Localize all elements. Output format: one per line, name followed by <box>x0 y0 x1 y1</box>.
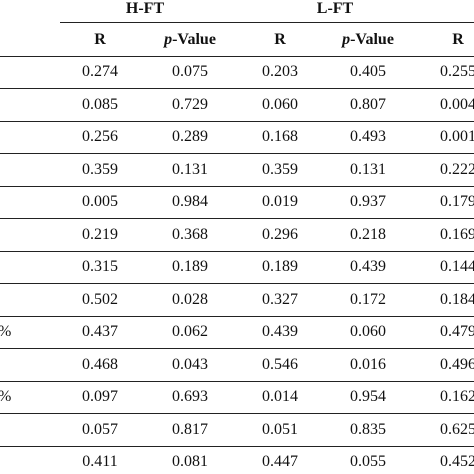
value-cell: 0.131 <box>172 160 208 178</box>
value-cell: 0.437 <box>82 323 118 340</box>
value-cell: 0.255 <box>440 63 474 80</box>
value-cell: 0.368 <box>172 225 208 243</box>
row-rule <box>0 413 474 415</box>
value-cell: 0.222 <box>440 160 474 178</box>
value-cell: 0.004 <box>440 95 474 113</box>
value-cell: 0.954 <box>350 388 386 405</box>
value-cell: 0.625 <box>440 420 474 438</box>
row-label: % <box>0 323 11 341</box>
column-header: p-Value <box>342 31 394 48</box>
value-cell: 0.296 <box>262 225 298 243</box>
row-label: % <box>0 388 11 406</box>
row-rule <box>0 153 474 155</box>
row-rule <box>0 348 474 350</box>
value-cell: 0.937 <box>350 193 386 210</box>
value-cell: 0.189 <box>262 258 298 275</box>
header-rule <box>0 56 474 57</box>
value-cell: 0.005 <box>82 193 118 210</box>
value-cell: 0.075 <box>172 63 208 80</box>
value-cell: 0.359 <box>262 160 298 178</box>
value-cell: 0.315 <box>82 258 118 275</box>
row-rule <box>0 250 474 252</box>
value-cell: 0.014 <box>262 388 298 405</box>
value-cell: 0.203 <box>262 63 298 80</box>
row-rule <box>0 380 474 382</box>
column-header: R <box>452 31 464 48</box>
value-cell: 0.274 <box>82 63 118 80</box>
value-cell: 0.081 <box>172 453 208 470</box>
value-cell: 0.817 <box>172 420 208 438</box>
value-cell: 0.479 <box>440 323 474 340</box>
value-cell: 0.468 <box>82 355 118 373</box>
value-cell: 0.447 <box>262 453 298 470</box>
value-cell: 0.085 <box>82 95 118 113</box>
group-header: H-FT <box>125 0 165 17</box>
value-cell: 0.219 <box>82 225 118 243</box>
row-rule <box>0 120 474 122</box>
value-cell: 0.179 <box>440 193 474 210</box>
value-cell: 0.256 <box>82 128 118 145</box>
group-rule <box>60 22 474 23</box>
value-cell: 0.060 <box>350 323 386 340</box>
value-cell: 0.546 <box>262 355 298 373</box>
value-cell: 0.028 <box>172 290 208 308</box>
value-cell: 0.043 <box>172 355 208 373</box>
value-cell: 0.097 <box>82 388 118 405</box>
value-cell: 0.693 <box>172 388 208 405</box>
value-cell: 0.439 <box>262 323 298 340</box>
value-cell: 0.359 <box>82 160 118 178</box>
value-cell: 0.184 <box>440 290 474 308</box>
value-cell: 0.218 <box>350 225 386 243</box>
row-rule <box>0 185 474 187</box>
row-rule <box>0 88 474 90</box>
value-cell: 0.452 <box>440 453 474 470</box>
value-cell: 0.051 <box>262 420 298 438</box>
group-header: L-FT <box>316 0 354 17</box>
value-cell: 0.168 <box>262 128 298 145</box>
value-cell: 0.169 <box>440 225 474 243</box>
value-cell: 0.016 <box>350 355 386 373</box>
value-cell: 0.055 <box>350 453 386 470</box>
value-cell: 0.405 <box>350 63 386 80</box>
value-cell: 0.060 <box>262 95 298 113</box>
value-cell: 0.835 <box>350 420 386 438</box>
column-header: p-Value <box>164 31 216 48</box>
value-cell: 0.984 <box>172 193 208 210</box>
value-cell: 0.289 <box>172 128 208 145</box>
value-cell: 0.144 <box>440 258 474 275</box>
value-cell: 0.729 <box>172 95 208 113</box>
column-header: R <box>274 31 286 48</box>
value-cell: 0.493 <box>350 128 386 145</box>
value-cell: 0.411 <box>82 453 118 470</box>
value-cell: 0.162 <box>440 388 474 405</box>
value-cell: 0.439 <box>350 258 386 275</box>
value-cell: 0.062 <box>172 323 208 340</box>
value-cell: 0.001 <box>440 128 474 145</box>
value-cell: 0.502 <box>82 290 118 308</box>
value-cell: 0.131 <box>350 160 386 178</box>
row-rule <box>0 218 474 220</box>
value-cell: 0.172 <box>350 290 386 308</box>
value-cell: 0.327 <box>262 290 298 308</box>
row-rule <box>0 283 474 285</box>
value-cell: 0.019 <box>262 193 298 210</box>
value-cell: 0.057 <box>82 420 118 438</box>
value-cell: 0.496 <box>440 355 474 373</box>
row-rule <box>0 315 474 317</box>
row-rule <box>0 445 474 447</box>
column-header: R <box>94 31 106 48</box>
value-cell: 0.189 <box>172 258 208 275</box>
value-cell: 0.807 <box>350 95 386 113</box>
